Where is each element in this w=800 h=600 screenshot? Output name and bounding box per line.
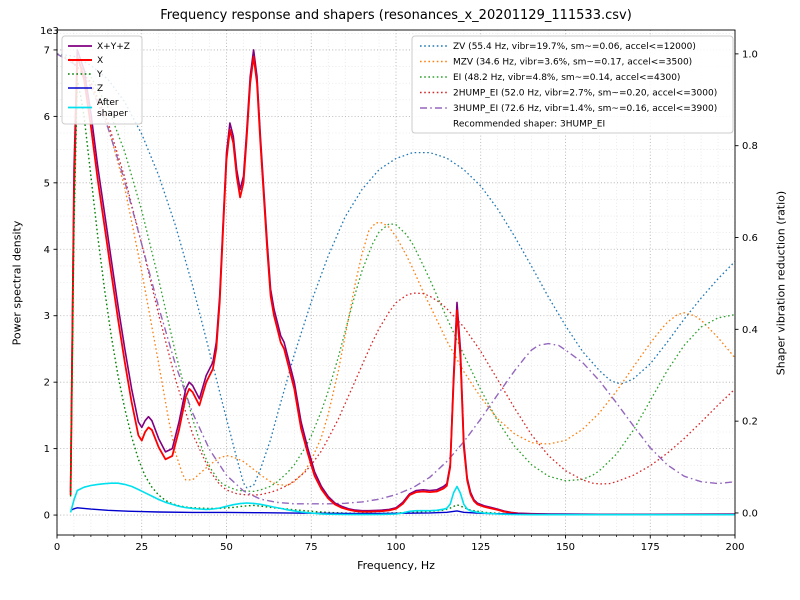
- series-2hump_ei: [57, 53, 735, 496]
- legend-psd-box: [61, 35, 143, 125]
- y-axis-left-label: Power spectral density: [10, 220, 24, 346]
- legend-label: 2HUMP_EI (52.0 Hz, vibr=2.7%, sm~=0.20, …: [453, 89, 717, 99]
- legend-label: X+Y+Z: [97, 42, 130, 52]
- legend-label: Y: [96, 70, 103, 80]
- legend-label: MZV (34.6 Hz, vibr=3.6%, sm~=0.17, accel…: [453, 58, 692, 68]
- x-tick-label: 200: [725, 542, 744, 553]
- series-3hump_ei: [57, 53, 735, 505]
- legend-shapers: ZV (55.4 Hz, vibr=19.7%, sm~=0.06, accel…: [411, 35, 734, 134]
- x-axis-label: Frequency, Hz: [357, 559, 435, 572]
- y-left-tick-label: 6: [44, 112, 50, 123]
- chart-title: Frequency response and shapers (resonanc…: [160, 8, 632, 23]
- y-left-tick-label: 1: [44, 444, 50, 455]
- y-left-tick-label: 5: [44, 178, 50, 189]
- recommended-shaper-label: Recommended shaper: 3HUMP_EI: [453, 120, 605, 130]
- x-axis: 0 25 50 75 100 125 150 175 200: [54, 535, 745, 553]
- y-axis-left-multiplier: 1e3: [40, 26, 59, 37]
- y-left-tick-label: 7: [44, 45, 50, 56]
- x-tick-label: 175: [641, 542, 660, 553]
- y-right-tick-label: 0.4: [742, 325, 758, 336]
- legend-label: Z: [97, 84, 103, 94]
- y-right-tick-label: 1.0: [742, 49, 758, 60]
- x-tick-label: 150: [556, 542, 575, 553]
- y-left-tick-label: 0: [44, 511, 50, 522]
- x-tick-label: 25: [135, 542, 148, 553]
- series-mzv: [57, 53, 735, 487]
- x-tick-label: 0: [54, 542, 60, 553]
- series-x: [69, 55, 735, 516]
- y-right-tick-label: 0.8: [742, 141, 758, 152]
- series-after-shaper: [69, 482, 735, 516]
- legend-label: ZV (55.4 Hz, vibr=19.7%, sm~=0.06, accel…: [453, 42, 696, 52]
- legend-label: shaper: [97, 109, 128, 119]
- y-right-tick-label: 0.6: [742, 233, 758, 244]
- legend-label: X: [97, 56, 103, 66]
- legend-label: 3HUMP_EI (72.6 Hz, vibr=1.4%, sm~=0.16, …: [453, 104, 717, 114]
- legend-shapers-box: [411, 35, 734, 134]
- y-axis-right: 0.0 0.2 0.4 0.6 0.8 1.0: [735, 49, 758, 519]
- y-axis-right-label: Shaper vibration reduction (ratio): [774, 190, 788, 376]
- x-tick-label: 100: [386, 542, 405, 553]
- y-left-tick-label: 4: [44, 245, 50, 256]
- y-right-tick-label: 0.0: [742, 508, 758, 519]
- x-tick-label: 125: [471, 542, 490, 553]
- legend-label: EI (48.2 Hz, vibr=4.8%, sm~=0.14, accel<…: [453, 73, 680, 83]
- x-tick-label: 75: [305, 542, 318, 553]
- series-group: [57, 49, 735, 516]
- y-left-tick-label: 3: [44, 311, 50, 322]
- series-zv: [57, 53, 735, 489]
- y-left-tick-label: 2: [44, 378, 50, 389]
- x-tick-label: 50: [220, 542, 233, 553]
- y-right-tick-label: 0.2: [742, 417, 758, 428]
- series-y: [69, 79, 735, 516]
- y-axis-left: 0 1 2 3 4 5 6 7: [44, 45, 57, 522]
- legend-label: After: [97, 98, 119, 108]
